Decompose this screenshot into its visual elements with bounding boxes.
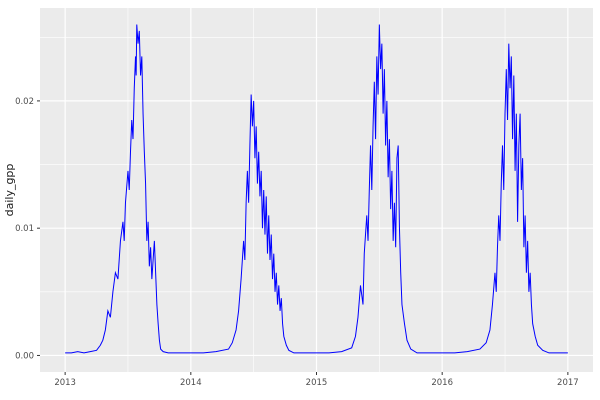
data-series-line bbox=[65, 24, 568, 354]
x-tick-label: 2015 bbox=[306, 378, 328, 388]
axis-tick-marks bbox=[37, 100, 569, 375]
y-tick-label: 0.02 bbox=[15, 97, 34, 107]
y-tick-label: 0.00 bbox=[15, 351, 34, 361]
x-tick-label: 2016 bbox=[431, 378, 453, 388]
x-tick-label: 2014 bbox=[180, 378, 202, 388]
y-axis-title: daily_gpp bbox=[3, 164, 16, 217]
y-tick-label: 0.01 bbox=[15, 224, 34, 234]
axis-tick-labels: 2013 2014 2015 2016 2017 0.00 0.01 0.02 bbox=[15, 97, 579, 388]
x-tick-label: 2013 bbox=[54, 378, 76, 388]
series-daily_gpp bbox=[65, 24, 568, 354]
x-tick-label: 2017 bbox=[557, 378, 579, 388]
major-gridlines bbox=[40, 8, 593, 372]
